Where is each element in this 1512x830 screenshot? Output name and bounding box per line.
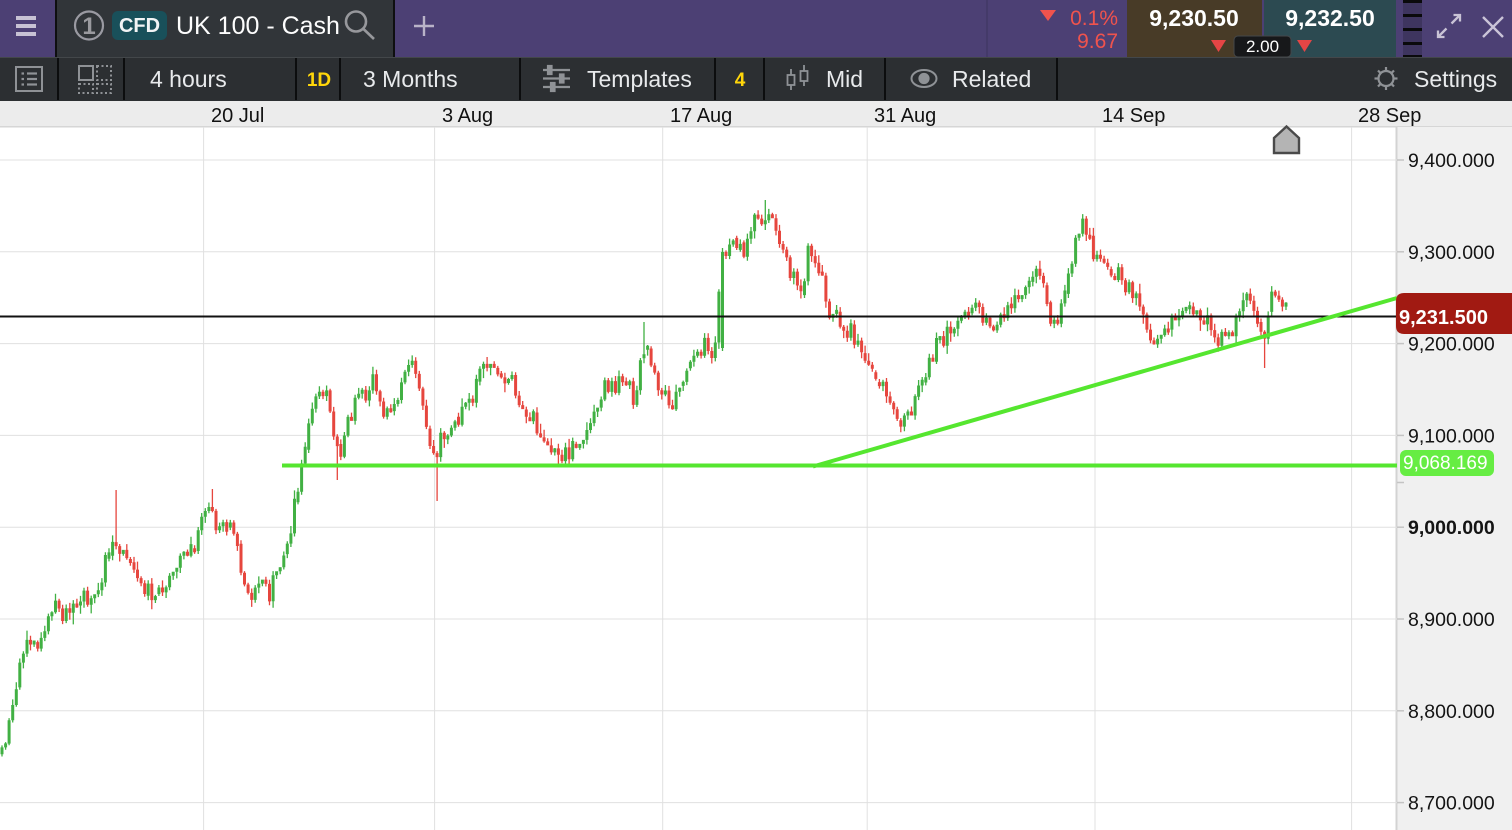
svg-text:9,200.000: 9,200.000 (1408, 334, 1495, 356)
svg-text:2.00: 2.00 (1246, 37, 1279, 56)
svg-text:9,068.169: 9,068.169 (1403, 453, 1488, 474)
svg-text:9,100.000: 9,100.000 (1408, 425, 1495, 447)
svg-text:20 Jul: 20 Jul (211, 105, 264, 127)
svg-text:4: 4 (735, 70, 746, 91)
svg-text:9,230.50: 9,230.50 (1149, 5, 1239, 31)
svg-text:28 Sep: 28 Sep (1358, 105, 1421, 127)
svg-text:CFD: CFD (119, 15, 160, 37)
svg-text:Templates: Templates (587, 66, 692, 92)
svg-text:9,231.500: 9,231.500 (1399, 307, 1488, 329)
svg-text:17 Aug: 17 Aug (670, 105, 732, 127)
svg-text:0.1%: 0.1% (1070, 7, 1118, 30)
svg-text:Related: Related (952, 66, 1031, 92)
svg-text:14 Sep: 14 Sep (1102, 105, 1165, 127)
svg-text:4 hours: 4 hours (150, 66, 227, 92)
svg-text:3 Months: 3 Months (363, 66, 458, 92)
svg-text:31 Aug: 31 Aug (874, 105, 936, 127)
svg-text:8,800.000: 8,800.000 (1408, 701, 1495, 723)
svg-text:8,900.000: 8,900.000 (1408, 609, 1495, 631)
svg-text:8,700.000: 8,700.000 (1408, 793, 1495, 815)
svg-text:9.67: 9.67 (1077, 30, 1118, 53)
svg-text:9,232.50: 9,232.50 (1285, 5, 1375, 31)
svg-text:9,300.000: 9,300.000 (1408, 242, 1495, 264)
svg-text:3 Aug: 3 Aug (442, 105, 493, 127)
svg-text:1D: 1D (307, 70, 331, 91)
svg-text:9,000.000: 9,000.000 (1408, 517, 1495, 539)
svg-text:UK 100 - Cash: UK 100 - Cash (176, 12, 340, 40)
svg-text:Settings: Settings (1414, 66, 1497, 92)
svg-text:1: 1 (82, 13, 95, 40)
svg-text:Mid: Mid (826, 66, 863, 92)
svg-text:9,400.000: 9,400.000 (1408, 150, 1495, 172)
